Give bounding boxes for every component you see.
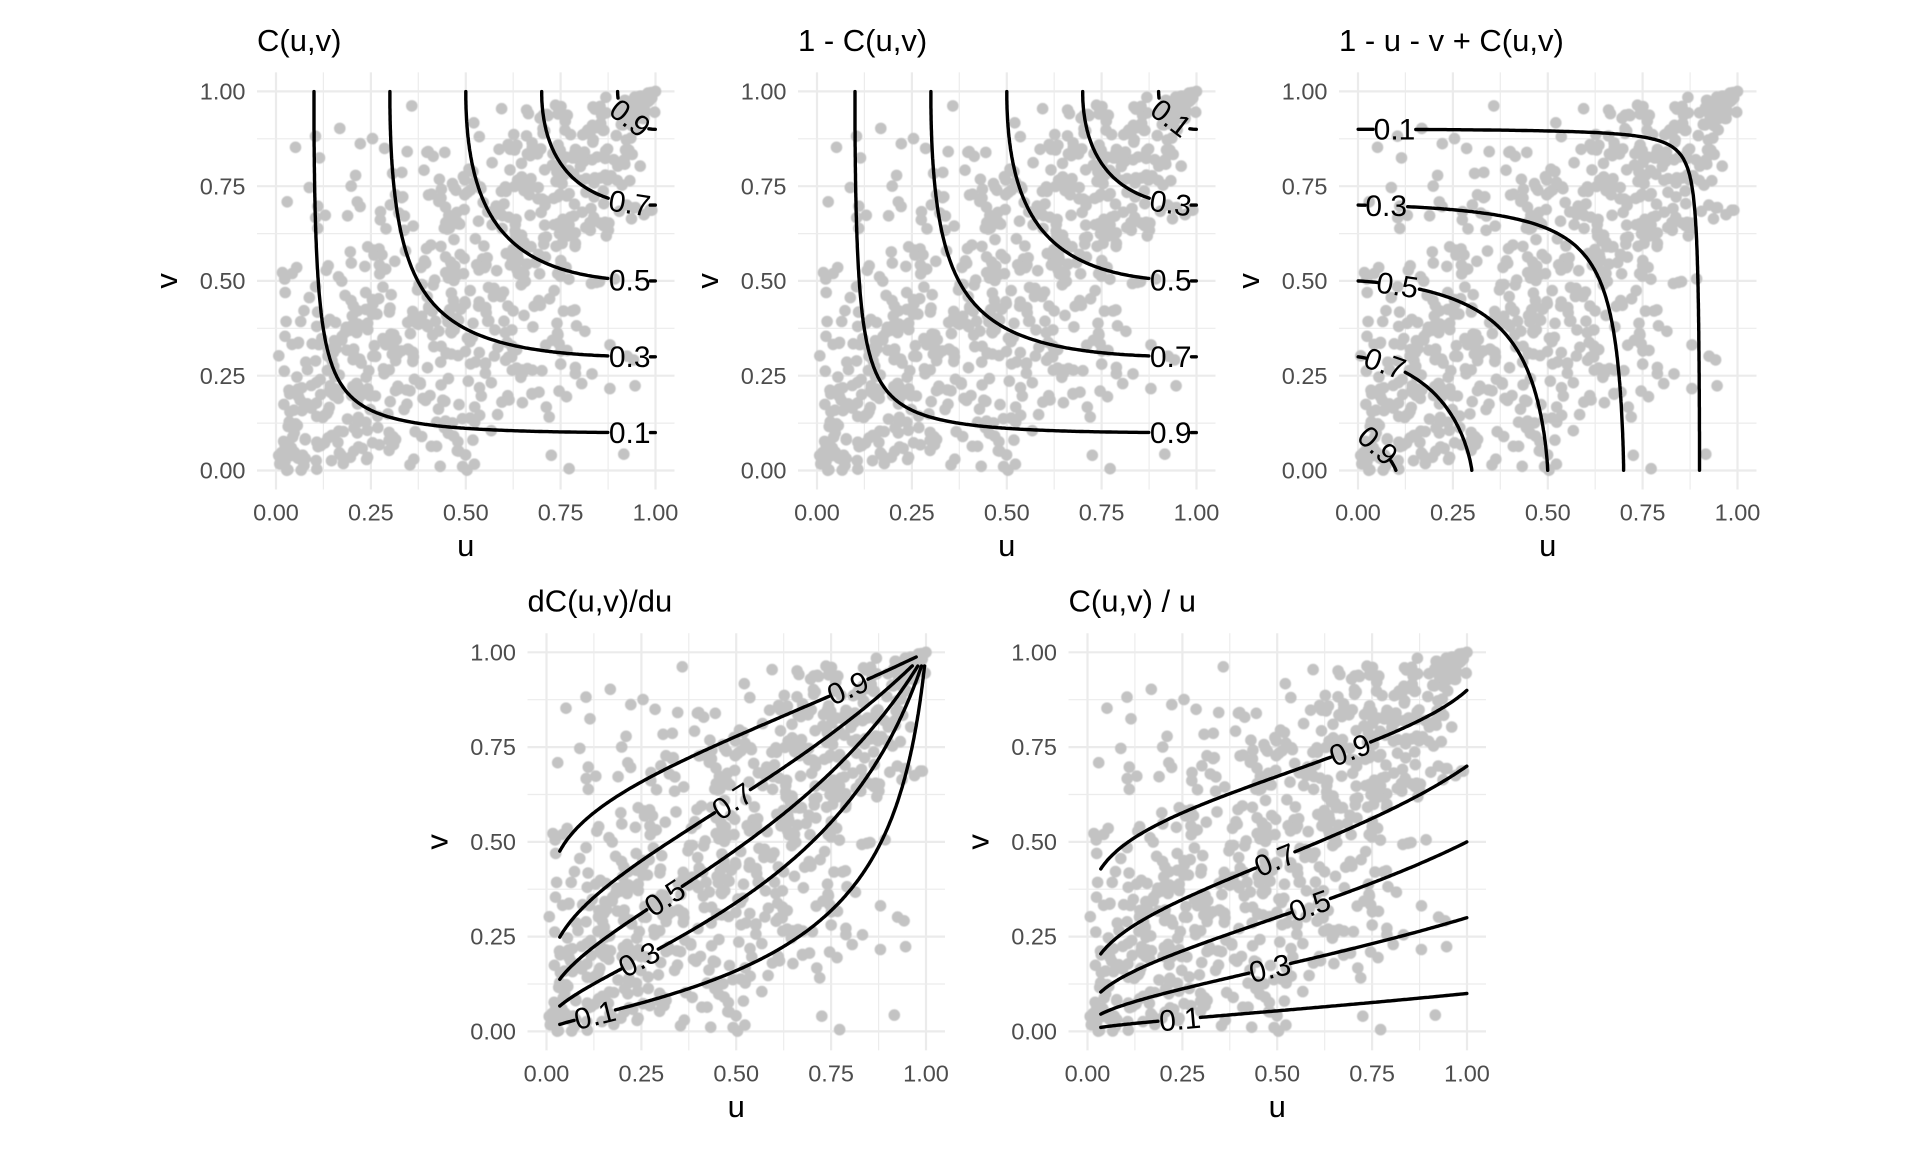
svg-text:u: u <box>1539 528 1556 563</box>
svg-text:dC(u,v)/du: dC(u,v)/du <box>528 584 673 619</box>
svg-text:0.50: 0.50 <box>1254 1061 1300 1087</box>
svg-text:0.75: 0.75 <box>1011 734 1057 760</box>
svg-text:0.25: 0.25 <box>200 363 246 389</box>
svg-text:0.5: 0.5 <box>609 265 651 298</box>
svg-text:0.00: 0.00 <box>1011 1019 1057 1045</box>
svg-text:1.00: 1.00 <box>903 1061 949 1087</box>
svg-text:0.00: 0.00 <box>524 1061 570 1087</box>
svg-text:0.00: 0.00 <box>1335 500 1381 526</box>
svg-text:0.50: 0.50 <box>741 268 787 294</box>
svg-text:v: v <box>420 834 455 850</box>
svg-text:0.75: 0.75 <box>1349 1061 1395 1087</box>
svg-text:0.25: 0.25 <box>889 500 935 526</box>
svg-text:0.25: 0.25 <box>1430 500 1476 526</box>
svg-text:0.25: 0.25 <box>741 363 787 389</box>
svg-text:0.75: 0.75 <box>1620 500 1666 526</box>
svg-text:0.50: 0.50 <box>984 500 1030 526</box>
svg-text:u: u <box>998 528 1015 563</box>
svg-text:0.25: 0.25 <box>1282 363 1328 389</box>
svg-text:1.00: 1.00 <box>1174 500 1220 526</box>
svg-text:u: u <box>457 528 474 563</box>
svg-text:u: u <box>1269 1089 1286 1124</box>
svg-text:0.75: 0.75 <box>200 173 246 199</box>
svg-text:0.00: 0.00 <box>470 1019 516 1045</box>
svg-text:0.00: 0.00 <box>200 458 246 484</box>
svg-text:1.00: 1.00 <box>741 79 787 105</box>
svg-text:u: u <box>728 1089 745 1124</box>
svg-text:v: v <box>1231 273 1266 289</box>
svg-text:v: v <box>149 273 184 289</box>
svg-text:0.75: 0.75 <box>1282 173 1328 199</box>
svg-text:0.3: 0.3 <box>1147 185 1193 224</box>
svg-text:0.50: 0.50 <box>1011 829 1057 855</box>
svg-text:0.7: 0.7 <box>1150 341 1192 374</box>
svg-text:C(u,v): C(u,v) <box>257 23 341 58</box>
svg-text:0.7: 0.7 <box>606 185 652 224</box>
svg-text:1.00: 1.00 <box>200 79 246 105</box>
svg-text:0.00: 0.00 <box>794 500 840 526</box>
svg-text:0.75: 0.75 <box>538 500 584 526</box>
svg-text:0.50: 0.50 <box>1282 268 1328 294</box>
svg-text:0.5: 0.5 <box>1374 266 1420 305</box>
svg-text:1.00: 1.00 <box>633 500 679 526</box>
svg-text:C(u,v) / u: C(u,v) / u <box>1069 584 1196 619</box>
svg-text:1 - C(u,v): 1 - C(u,v) <box>798 23 927 58</box>
svg-text:0.3: 0.3 <box>1365 190 1407 223</box>
svg-text:0.25: 0.25 <box>348 500 394 526</box>
svg-text:0.50: 0.50 <box>200 268 246 294</box>
svg-text:0.5: 0.5 <box>1150 265 1192 298</box>
svg-text:0.75: 0.75 <box>470 734 516 760</box>
svg-text:0.75: 0.75 <box>1079 500 1125 526</box>
svg-text:0.50: 0.50 <box>1525 500 1571 526</box>
svg-text:0.50: 0.50 <box>713 1061 759 1087</box>
svg-text:0.9: 0.9 <box>1150 417 1192 450</box>
svg-text:1.00: 1.00 <box>470 639 516 665</box>
svg-text:0.25: 0.25 <box>1011 924 1057 950</box>
svg-text:0.25: 0.25 <box>619 1061 665 1087</box>
svg-text:1.00: 1.00 <box>1444 1061 1490 1087</box>
svg-text:1 - u - v + C(u,v): 1 - u - v + C(u,v) <box>1339 23 1564 58</box>
svg-text:0.1: 0.1 <box>609 417 651 450</box>
svg-text:0.25: 0.25 <box>1160 1061 1206 1087</box>
svg-text:0.50: 0.50 <box>470 829 516 855</box>
svg-text:0.1: 0.1 <box>1374 114 1416 147</box>
svg-text:0.00: 0.00 <box>741 458 787 484</box>
svg-text:0.00: 0.00 <box>1282 458 1328 484</box>
svg-text:0.50: 0.50 <box>443 500 489 526</box>
svg-text:0.75: 0.75 <box>741 173 787 199</box>
svg-text:1.00: 1.00 <box>1282 79 1328 105</box>
svg-text:0.00: 0.00 <box>253 500 299 526</box>
svg-text:0.1: 0.1 <box>1158 1002 1202 1039</box>
svg-text:0.00: 0.00 <box>1065 1061 1111 1087</box>
svg-text:1.00: 1.00 <box>1715 500 1761 526</box>
svg-text:0.3: 0.3 <box>609 341 651 374</box>
svg-text:0.25: 0.25 <box>470 924 516 950</box>
svg-text:v: v <box>961 834 996 850</box>
svg-text:1.00: 1.00 <box>1011 639 1057 665</box>
svg-text:v: v <box>690 273 725 289</box>
svg-text:0.75: 0.75 <box>808 1061 854 1087</box>
